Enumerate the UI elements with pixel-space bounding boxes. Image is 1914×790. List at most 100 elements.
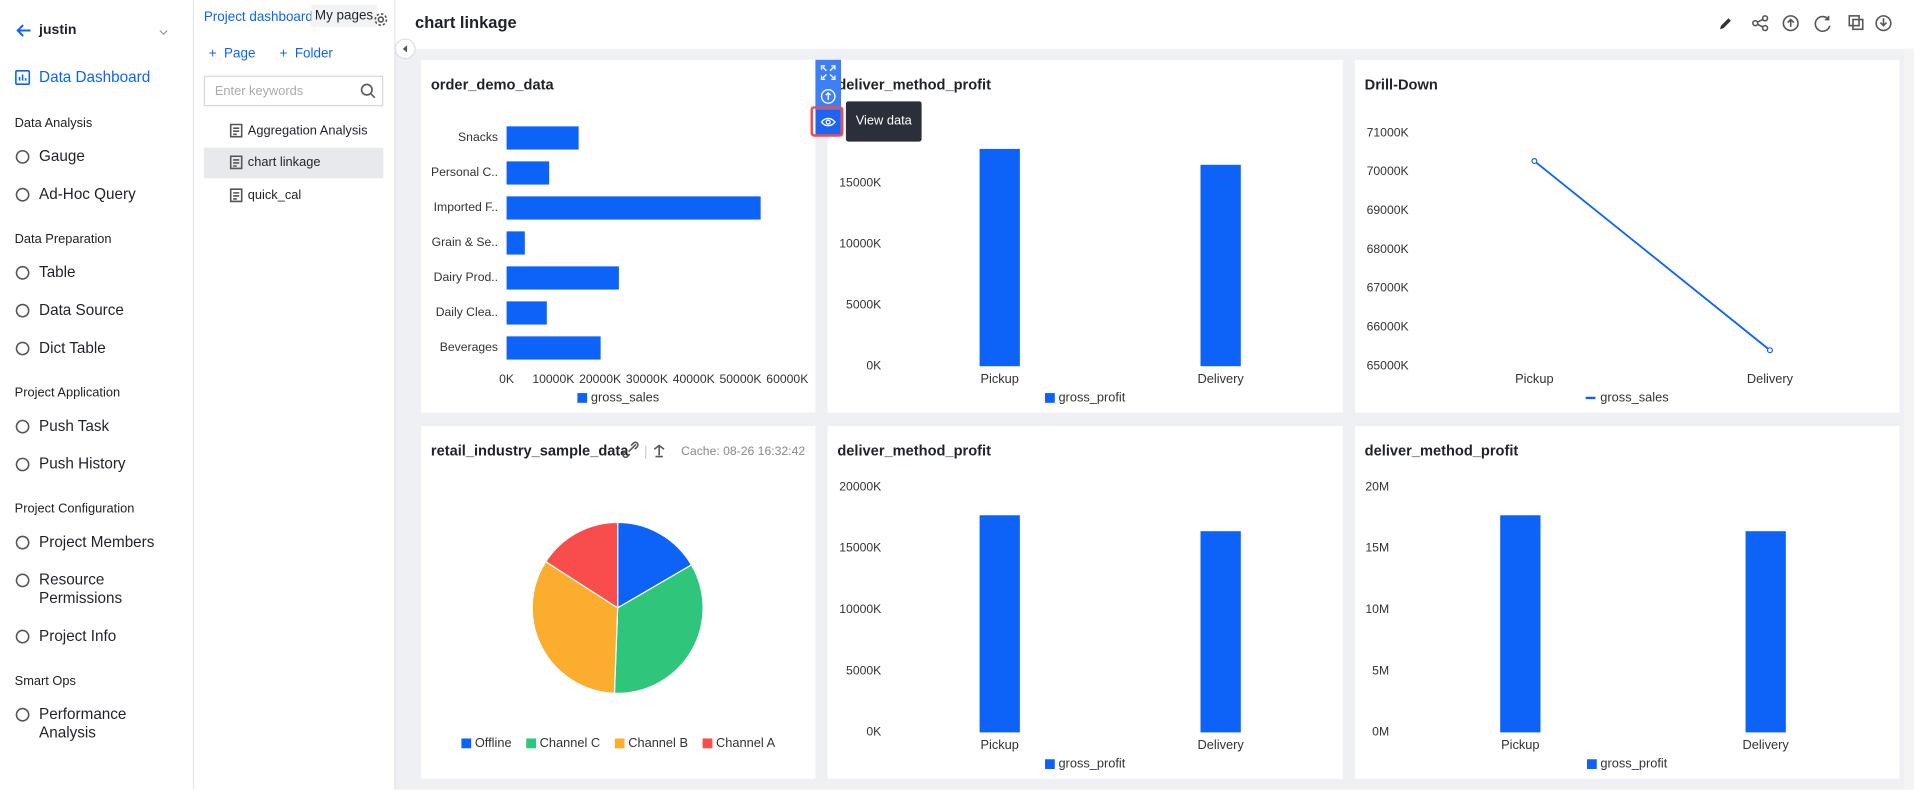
- legend-swatch: [461, 738, 472, 749]
- user-name[interactable]: justin: [39, 23, 77, 38]
- nav-icon: [15, 303, 30, 318]
- y-tick-label: 68000K: [1367, 242, 1409, 256]
- export-icon[interactable]: [1782, 15, 1799, 32]
- nav-section-title: Smart Ops: [14, 673, 76, 689]
- y-tick-label: 0K: [866, 358, 881, 372]
- legend-item[interactable]: Channel B: [614, 735, 688, 750]
- chart-title: retail_industry_sample_data: [431, 444, 629, 460]
- bar[interactable]: [506, 301, 547, 325]
- legend-swatch: [614, 738, 625, 749]
- export-button[interactable]: [820, 89, 836, 104]
- copy-icon[interactable]: [1848, 15, 1864, 31]
- legend-item[interactable]: gross_profit: [1586, 756, 1668, 771]
- y-tick-label: Dairy Prod..: [434, 270, 498, 284]
- legend-label: Offline: [475, 735, 512, 750]
- nav-item[interactable]: Ad-Hoc Query: [39, 184, 136, 203]
- y-tick-label: Grain & Se..: [432, 235, 498, 249]
- search-icon[interactable]: [360, 83, 376, 99]
- collapse-toggle[interactable]: [394, 38, 416, 60]
- bar[interactable]: [979, 515, 1020, 733]
- bar[interactable]: [506, 196, 761, 220]
- view-data-button[interactable]: [816, 109, 841, 135]
- page-item[interactable]: Aggregation Analysis: [247, 123, 368, 138]
- chart: retail_industry_sample_data Cache: 08-26 …: [431, 441, 805, 750]
- share-icon[interactable]: [1752, 15, 1769, 32]
- nav-item[interactable]: Push History: [39, 454, 126, 472]
- y-tick-label: 69000K: [1367, 203, 1409, 217]
- chart: order_demo_data 0K 10000K 20000K 30000K 40000…: [431, 77, 808, 404]
- legend-item[interactable]: Offline: [461, 735, 512, 750]
- cache-label: Cache: 08-26 16:32:42: [681, 444, 805, 458]
- bar[interactable]: [506, 266, 619, 290]
- legend-item[interactable]: Channel C: [526, 735, 600, 750]
- bar[interactable]: [979, 148, 1020, 367]
- nav-icon-shape: [15, 303, 30, 318]
- legend-item[interactable]: gross_profit: [1045, 756, 1126, 771]
- legend-label: Channel C: [540, 735, 600, 750]
- nav-item[interactable]: Data Source: [39, 300, 124, 318]
- bar[interactable]: [506, 126, 579, 150]
- bar[interactable]: [506, 231, 525, 255]
- y-tick-label: 15000K: [839, 175, 881, 189]
- add-page[interactable]: + Page: [208, 46, 256, 62]
- x-tick-label: 40000K: [673, 372, 715, 386]
- chart-title: order_demo_data: [431, 77, 555, 93]
- nav-item[interactable]: Dict Table: [39, 338, 106, 356]
- nav-item[interactable]: Project Info: [39, 626, 117, 644]
- bar[interactable]: [1500, 515, 1541, 733]
- x-tick-label: Delivery: [1747, 371, 1794, 386]
- search-box[interactable]: Enter keywords: [203, 75, 384, 107]
- nav-item[interactable]: Performance Analysis: [39, 704, 127, 741]
- y-tick-label: Imported F..: [434, 200, 498, 214]
- nav-item[interactable]: Gauge: [39, 147, 85, 165]
- pie-slice[interactable]: [544, 521, 619, 610]
- nav-icon-shape: [15, 187, 30, 202]
- eye-icon: [820, 117, 836, 127]
- link-icon[interactable]: [622, 441, 639, 459]
- x-tick-label: 20000K: [579, 372, 621, 386]
- legend-item[interactable]: Channel A: [702, 735, 776, 750]
- x-tick-label: Pickup: [981, 737, 1019, 752]
- pie-slice[interactable]: [617, 521, 693, 609]
- bar[interactable]: [1745, 531, 1786, 733]
- nav-active-item[interactable]: Data Dashboard: [39, 68, 151, 86]
- tab[interactable]: My pages: [311, 4, 377, 27]
- y-tick-label: 15000K: [839, 541, 881, 555]
- back-icon[interactable]: [16, 22, 33, 39]
- nav-item[interactable]: Project Members: [39, 532, 155, 550]
- header-actions: [1719, 15, 1892, 32]
- y-tick-label: 10000K: [839, 602, 881, 616]
- drill-icon[interactable]: [653, 444, 665, 458]
- nav-item[interactable]: Resource Permissions: [39, 570, 123, 607]
- edit-icon[interactable]: [1719, 18, 1731, 30]
- pie-slice[interactable]: [613, 564, 704, 694]
- tab-active[interactable]: Project dashboard: [203, 9, 313, 25]
- search-placeholder: Enter keywords: [214, 84, 304, 99]
- bar[interactable]: [506, 161, 550, 185]
- bar[interactable]: [1200, 164, 1241, 367]
- settings-icon[interactable]: [374, 12, 389, 27]
- add-folder[interactable]: + Folder: [279, 46, 333, 62]
- nav-item[interactable]: Push Task: [39, 416, 110, 434]
- nav-icon: [15, 341, 30, 356]
- point[interactable]: [1531, 157, 1538, 165]
- user-dropdown[interactable]: [159, 29, 169, 36]
- line: [1533, 160, 1771, 351]
- y-tick-label: 67000K: [1367, 281, 1409, 295]
- legend-item[interactable]: gross_profit: [1045, 389, 1126, 404]
- nav-item[interactable]: Table: [39, 263, 76, 281]
- point[interactable]: [1766, 347, 1774, 354]
- page-item[interactable]: quick_cal: [247, 187, 302, 203]
- bar[interactable]: [1200, 531, 1241, 733]
- fullscreen-button[interactable]: [820, 65, 836, 81]
- y-tick-label: Daily Clea..: [436, 305, 498, 319]
- page-item[interactable]: chart linkage: [247, 155, 321, 170]
- bar[interactable]: [506, 336, 601, 360]
- legend-swatch: [702, 738, 713, 749]
- download-icon[interactable]: [1875, 15, 1892, 32]
- refresh-icon[interactable]: [1814, 15, 1831, 32]
- legend-item[interactable]: gross_sales: [1585, 389, 1669, 404]
- legend-item[interactable]: gross_sales: [577, 389, 659, 404]
- x-tick-label: 10000K: [532, 372, 574, 386]
